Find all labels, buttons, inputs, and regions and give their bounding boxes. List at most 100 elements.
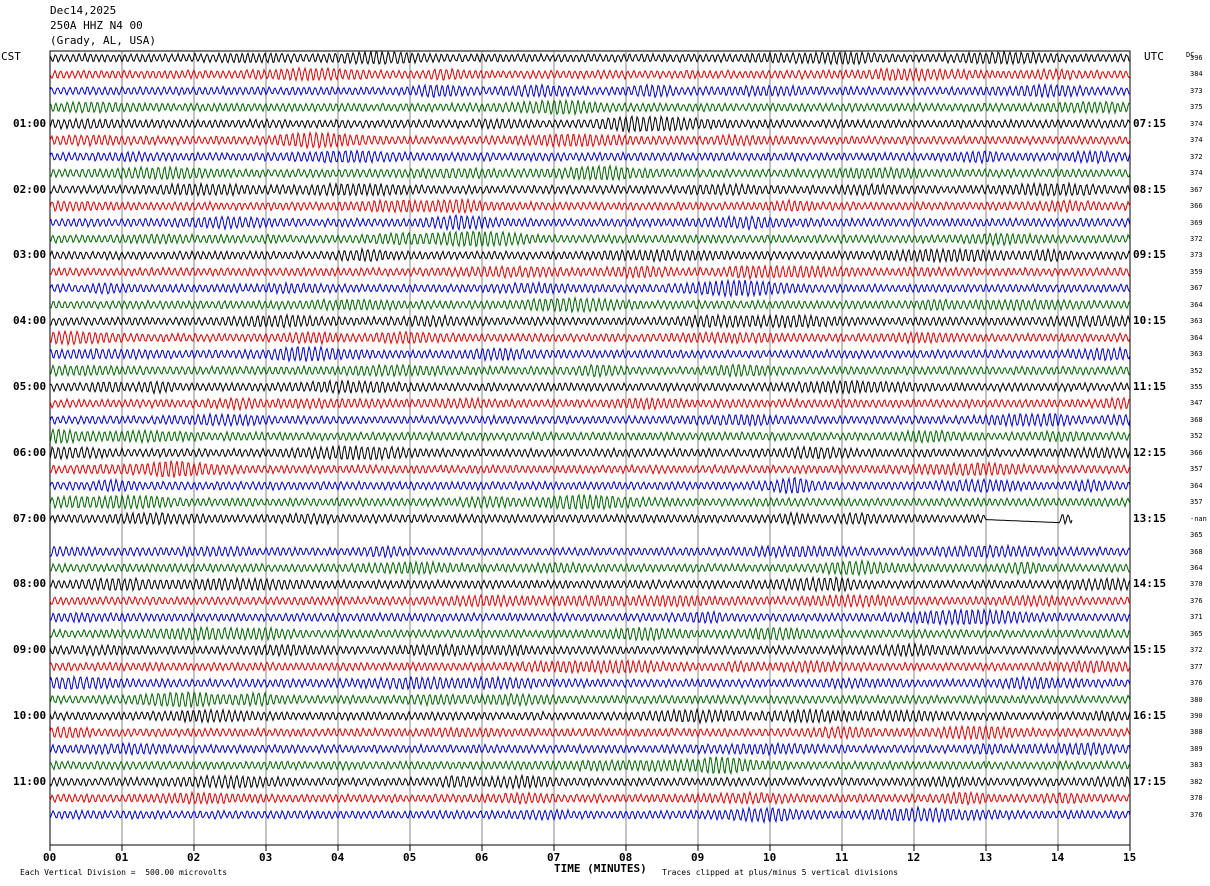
trace-line [49,625,1131,643]
cst-hour-label: 02:00 [13,182,47,196]
dc-value: 384 [1190,70,1203,79]
cst-hour-label: 10:00 [13,709,47,722]
left-timezone: CST [1,50,21,63]
dc-value: -nan [1190,514,1207,523]
trace-line [49,82,1131,99]
dc-value: 367 [1190,284,1203,293]
trace-line [49,278,1131,299]
cst-hour-label: 04:00 [13,314,47,328]
dc-value: 364 [1190,333,1203,342]
cst-hour-label: 03:00 [13,248,47,262]
dc-value: 363 [1190,350,1203,359]
dc-value: 364 [1190,300,1203,309]
trace-line [49,707,1131,725]
dc-value: 364 [1190,481,1203,490]
dc-value: 355 [1190,383,1203,391]
dc-value: 363 [1190,317,1203,326]
trace-line [49,313,1131,330]
trace-line [49,345,1131,363]
plot-frame [49,50,1131,846]
cst-hour-label: 08:00 [13,577,47,591]
dc-value: 365 [1190,629,1203,638]
trace-line [49,607,1131,627]
utc-hour-label: 17:15 [1133,774,1167,788]
x-tick-label: 11 [835,851,849,864]
dc-value: 389 [1190,744,1203,753]
scale-note: Each Vertical Division = 500.00 microvol… [20,868,228,877]
x-tick-label: 07 [547,851,561,864]
trace-line [49,412,1131,428]
trace-line [49,98,1131,117]
header-location: (Grady, AL, USA) [50,34,156,47]
trace-line [49,575,1131,593]
trace-line [49,460,1131,478]
dc-value: 390 [1190,712,1203,720]
dc-value: 352 [1190,432,1203,441]
trace-line [49,510,1073,527]
x-tick-label: 14 [1051,851,1065,864]
cst-hour-label: 09:00 [13,643,47,657]
dc-value: 375 [1190,103,1203,112]
header-station: 250A HHZ N4 00 [50,19,143,32]
cst-hour-label: 01:00 [13,116,47,130]
dc-value: 374 [1190,136,1203,145]
dc-value: 380 [1190,695,1203,704]
dc-value: 373 [1190,251,1203,260]
x-tick-label: 05 [403,851,417,864]
dc-value: 352 [1190,366,1203,375]
trace-line [49,197,1131,215]
x-tick-label: 03 [259,851,273,864]
trace-line [49,130,1131,150]
dc-value: 376 [1190,596,1203,605]
utc-hour-label: 15:15 [1133,643,1167,657]
x-tick-label: 06 [475,851,489,864]
x-tick-label: 13 [979,851,993,864]
trace-line [49,246,1131,264]
dc-value: 374 [1190,119,1203,128]
trace-line [49,805,1131,825]
trace-line [49,114,1131,134]
x-tick-label: 09 [691,851,705,864]
x-tick-label: 15 [1123,851,1137,864]
dc-value: 378 [1190,794,1203,803]
x-tick-label: 10 [763,851,777,864]
utc-hour-label: 11:15 [1133,380,1167,393]
trace-line [49,213,1131,232]
trace-line [49,427,1131,445]
trace-line [49,642,1131,658]
trace-line [49,476,1131,494]
dc-value: 388 [1190,728,1203,737]
x-tick-label: 08 [619,851,633,864]
trace-line [49,444,1131,462]
dc-value: 382 [1190,777,1203,786]
dc-value: 371 [1190,613,1203,622]
trace-line [49,149,1131,165]
dc-value: 365 [1190,531,1203,540]
dc-value: 373 [1190,86,1203,95]
trace-line [49,741,1131,757]
trace-line [49,690,1131,709]
cst-hour-label: 07:00 [13,511,47,525]
dc-value: 357 [1190,498,1203,507]
utc-hour-label: 14:15 [1133,577,1167,591]
utc-hour-label: 09:15 [1133,248,1167,262]
trace-line [49,790,1131,807]
cst-hour-label: 06:00 [13,445,47,459]
utc-hour-label: 10:15 [1133,314,1167,328]
trace-line [50,295,1131,314]
clip-note: Traces clipped at plus/minus 5 vertical … [662,868,899,877]
dc-value: 366 [1190,448,1203,457]
dc-value: 376 [1190,810,1203,819]
cst-hour-label: 11:00 [13,774,47,788]
trace-line [49,493,1131,511]
trace-line [49,773,1131,791]
trace-line [49,230,1131,248]
dc-value: 347 [1190,399,1203,408]
trace-line [49,543,1131,560]
dc-value: 359 [1190,267,1203,276]
trace-line [49,724,1131,741]
x-tick-label: 01 [115,851,129,864]
x-axis-title: TIME (MINUTES) [554,862,647,875]
dc-header: DC [1186,51,1195,59]
